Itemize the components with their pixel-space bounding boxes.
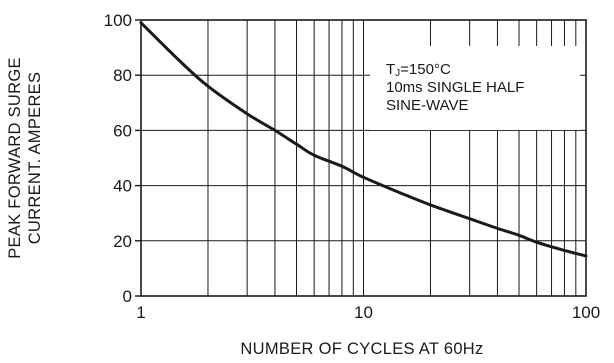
x-tick-label: 10 <box>354 303 373 322</box>
annotation-line-1: TJ=150°C <box>386 61 451 79</box>
y-axis-title-line-2: CURRENT. AMPERES <box>26 72 44 245</box>
y-axis-title-line-1: PEAK FORWARD SURGE <box>6 57 24 259</box>
y-tick-label: 100 <box>104 11 132 30</box>
plot-frame <box>140 19 587 297</box>
x-tick-label: 1 <box>136 303 145 322</box>
annotation-box <box>370 46 580 130</box>
y-tick-labels: 0 20 40 60 80 100 <box>104 11 141 306</box>
y-tick-label: 0 <box>123 287 132 306</box>
y-tick-label: 60 <box>113 121 132 140</box>
y-tick-label: 80 <box>113 66 132 85</box>
annotation-line-2: 10ms SINGLE HALF <box>386 79 524 96</box>
x-tick-label: 100 <box>572 303 600 322</box>
x-axis-title: NUMBER OF CYCLES AT 60Hz <box>240 340 483 358</box>
y-tick-label: 40 <box>113 177 132 196</box>
x-tick-labels: 1 10 100 <box>136 303 600 322</box>
y-tick-label: 20 <box>113 232 132 251</box>
annotation-line-3: SINE-WAVE <box>386 97 469 114</box>
series-line <box>139 21 588 258</box>
